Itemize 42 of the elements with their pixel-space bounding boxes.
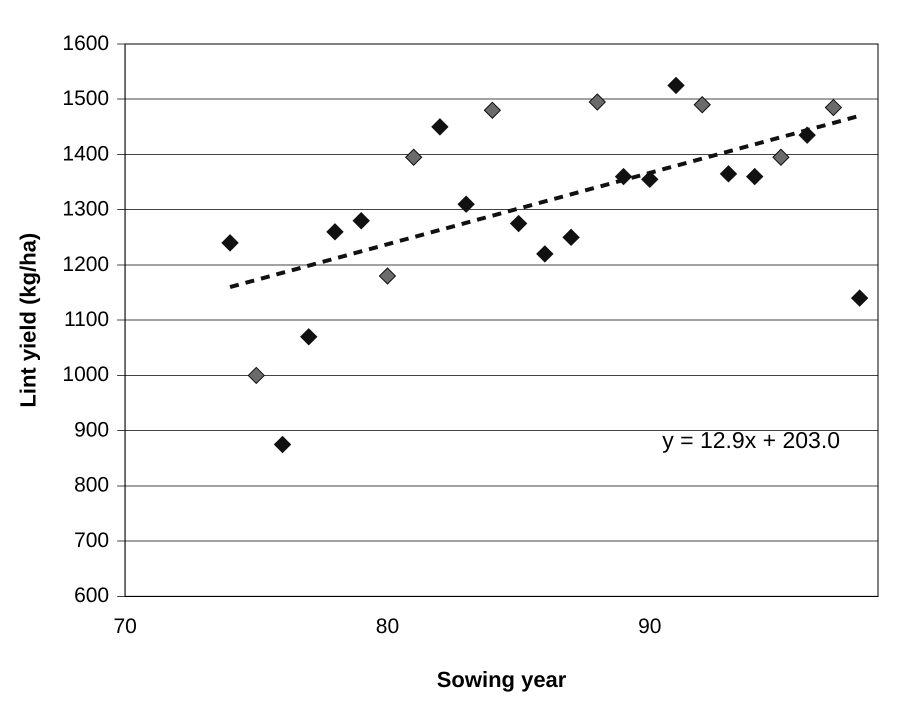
point bbox=[562, 228, 580, 246]
point bbox=[641, 170, 658, 188]
x-tick-label: 80 bbox=[376, 614, 400, 638]
y-tick-label: 1100 bbox=[64, 308, 110, 331]
y-tick-label: 1400 bbox=[62, 142, 110, 166]
point bbox=[431, 118, 448, 136]
x-axis-title: Sowing year bbox=[436, 666, 567, 692]
point bbox=[222, 234, 239, 252]
point bbox=[536, 245, 554, 262]
point bbox=[274, 436, 292, 453]
y-tick-label: 1500 bbox=[62, 87, 110, 110]
point bbox=[458, 196, 475, 213]
point bbox=[720, 165, 737, 182]
point bbox=[378, 268, 396, 285]
annotation: y = 12.9x + 203.0 bbox=[662, 427, 840, 454]
y-tick-label: 700 bbox=[74, 528, 110, 552]
y-axis-title: Lint yield (kg/ha) bbox=[15, 232, 40, 408]
point bbox=[326, 223, 344, 240]
point bbox=[248, 366, 265, 384]
point bbox=[510, 215, 528, 232]
point bbox=[405, 148, 422, 166]
y-tick-label: 1200 bbox=[62, 252, 110, 276]
y-tick-label: 1000 bbox=[62, 363, 110, 386]
x-tick-label: 70 bbox=[113, 614, 137, 638]
point bbox=[668, 76, 685, 94]
y-tick-label: 800 bbox=[74, 474, 110, 497]
point bbox=[851, 290, 868, 307]
point bbox=[300, 328, 318, 346]
point bbox=[746, 168, 764, 186]
y-tick-label: 1300 bbox=[62, 198, 110, 221]
y-tick-label: 600 bbox=[74, 584, 110, 608]
point bbox=[824, 99, 842, 116]
x-tick-label: 90 bbox=[638, 614, 662, 638]
point bbox=[352, 212, 370, 230]
point bbox=[694, 96, 711, 114]
point bbox=[484, 102, 501, 119]
y-tick-label: 1600 bbox=[62, 32, 110, 55]
point bbox=[615, 168, 632, 186]
point bbox=[772, 148, 790, 166]
y-tick-label: 900 bbox=[74, 418, 110, 442]
point bbox=[588, 94, 606, 110]
point bbox=[798, 126, 816, 144]
